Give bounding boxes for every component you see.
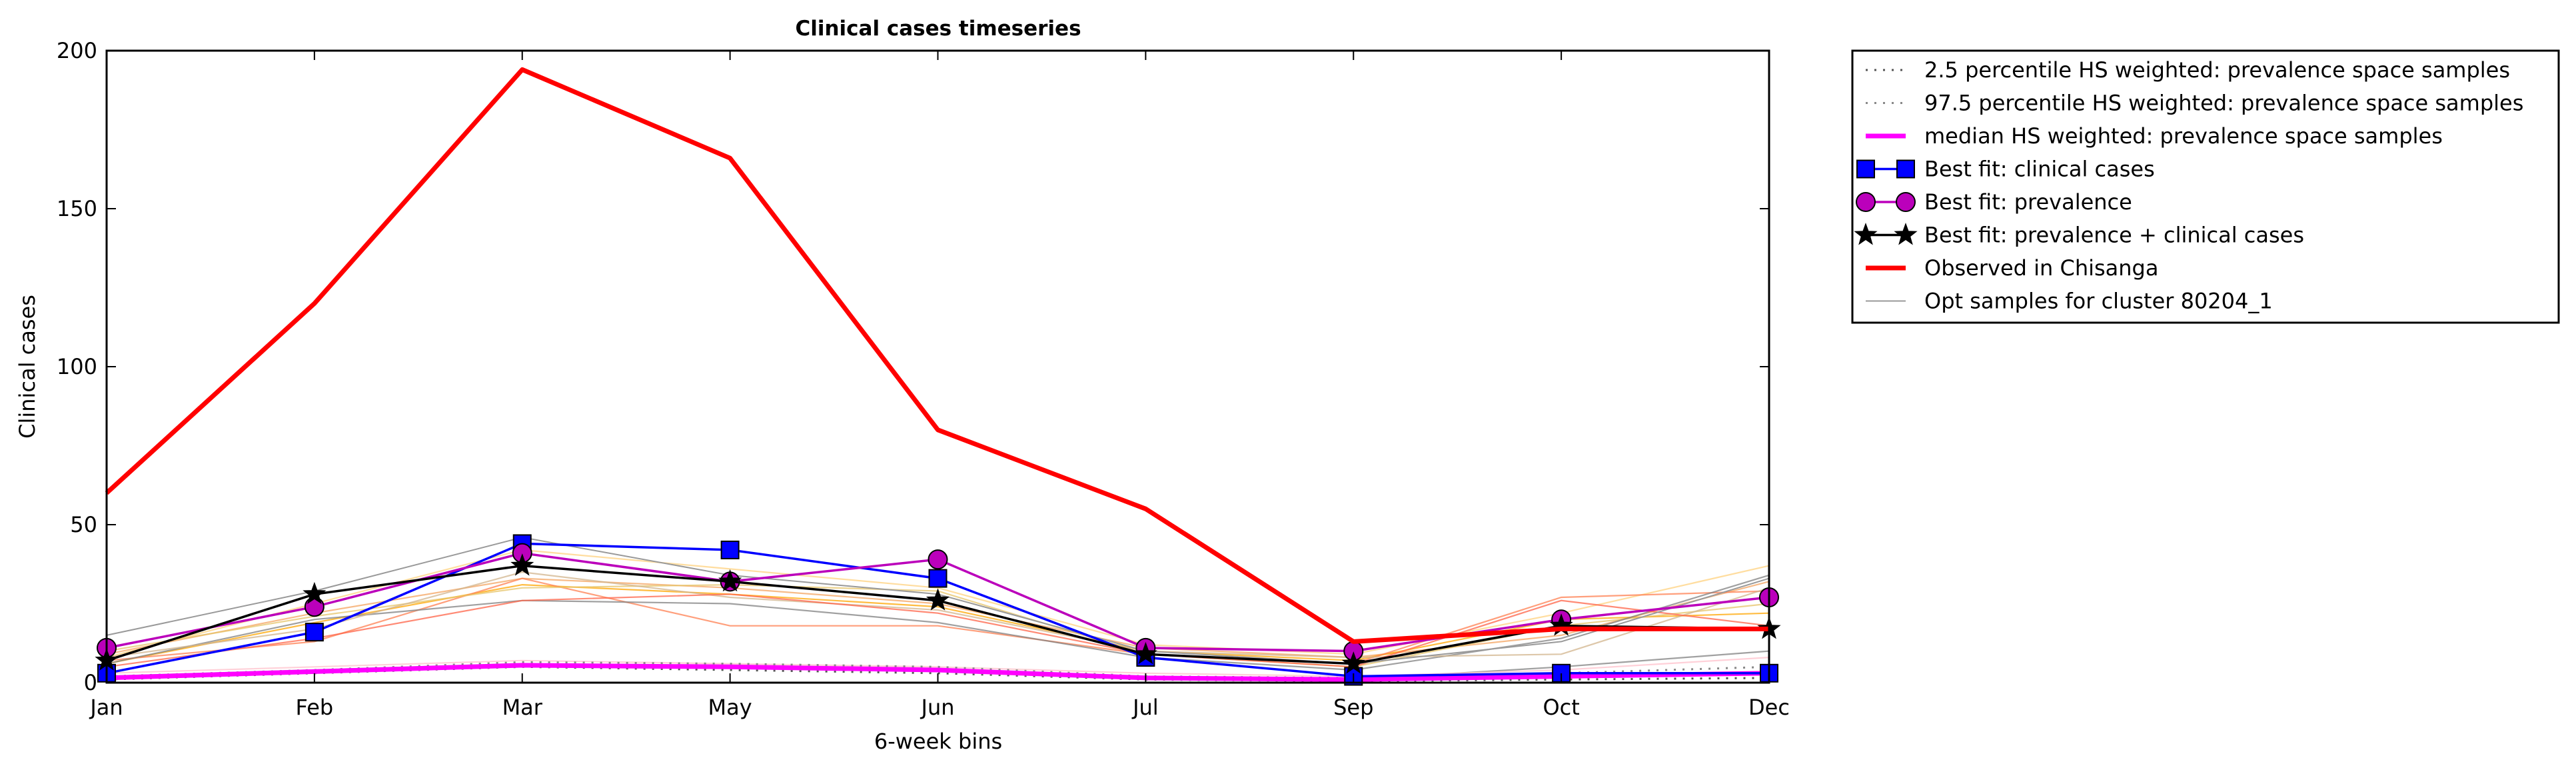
series-4-point-1 bbox=[304, 597, 324, 617]
series-5-point-6 bbox=[1341, 651, 1365, 674]
y-tick-label-4: 200 bbox=[57, 38, 97, 63]
x-tick-label-0: Jan bbox=[89, 695, 123, 720]
sample-line-3 bbox=[106, 577, 1770, 665]
sample-line-6 bbox=[106, 571, 1770, 659]
series-line-2 bbox=[106, 663, 1770, 682]
series-5-point-2 bbox=[510, 553, 534, 576]
series-line-6 bbox=[105, 67, 1769, 644]
x-axis-label: 6-week bins bbox=[874, 729, 1002, 754]
legend: 2.5 percentile HS weighted: prevalence s… bbox=[1851, 49, 2560, 324]
series-5-point-4 bbox=[926, 588, 950, 611]
legend-label-6: Observed in Chisanga bbox=[1924, 255, 2158, 281]
legend-label-3: Best fit: clinical cases bbox=[1924, 157, 2155, 182]
y-tick-label-0: 0 bbox=[84, 670, 97, 695]
legend-marker-right-5 bbox=[1894, 223, 1918, 245]
x-tick-label-6: Sep bbox=[1333, 695, 1373, 720]
x-tick-label-8: Dec bbox=[1748, 695, 1790, 720]
legend-marker-left-5 bbox=[1854, 223, 1878, 245]
plot-layer bbox=[95, 67, 1781, 686]
y-axis-label: Clinical cases bbox=[15, 295, 40, 439]
x-tick-label-4: Jun bbox=[920, 695, 955, 720]
legend-label-2: median HS weighted: prevalence space sam… bbox=[1924, 123, 2443, 149]
y-tick-label-1: 50 bbox=[70, 512, 97, 537]
y-tick-label-3: 150 bbox=[57, 196, 97, 221]
x-tick-label-1: Feb bbox=[296, 695, 334, 720]
sample-line-9 bbox=[106, 657, 1770, 677]
legend-marker-left-3 bbox=[1856, 159, 1875, 179]
legend-label-4: Best fit: prevalence bbox=[1924, 189, 2132, 215]
y-tick-label-2: 100 bbox=[57, 354, 97, 379]
series-3-point-1 bbox=[305, 623, 324, 642]
legend-label-5: Best fit: prevalence + clinical cases bbox=[1924, 223, 2304, 248]
x-tick-label-5: Jul bbox=[1131, 695, 1159, 720]
x-tick-label-7: Oct bbox=[1543, 695, 1579, 720]
axis-ticks: Jan Feb Mar May Jun Jul Sep Oct Dec 0 50 100 150 200 bbox=[57, 38, 1790, 720]
series-5-point-3 bbox=[718, 569, 742, 592]
legend-label-7: Opt samples for cluster 80204_1 bbox=[1924, 289, 2273, 314]
legend-items: 2.5 percentile HS weighted: prevalence s… bbox=[1854, 57, 2523, 314]
series-3-point-3 bbox=[720, 540, 740, 559]
sample-line-7 bbox=[106, 593, 1770, 668]
series-5-point-1 bbox=[303, 581, 326, 605]
series-5-point-5 bbox=[1133, 641, 1157, 665]
series-3-point-4 bbox=[928, 569, 948, 588]
legend-label-0: 2.5 percentile HS weighted: prevalence s… bbox=[1924, 57, 2510, 83]
legend-marker-right-3 bbox=[1896, 159, 1915, 179]
legend-marker-right-4 bbox=[1896, 192, 1916, 212]
legend-label-1: 97.5 percentile HS weighted: prevalence … bbox=[1924, 91, 2523, 116]
legend-marker-left-4 bbox=[1856, 192, 1876, 212]
series-4-point-4 bbox=[928, 549, 948, 570]
x-tick-label-2: Mar bbox=[502, 695, 543, 720]
chart-title: Clinical cases timeseries bbox=[795, 17, 1081, 41]
x-tick-label-3: May bbox=[708, 695, 752, 720]
legend-frame bbox=[1851, 49, 2560, 324]
